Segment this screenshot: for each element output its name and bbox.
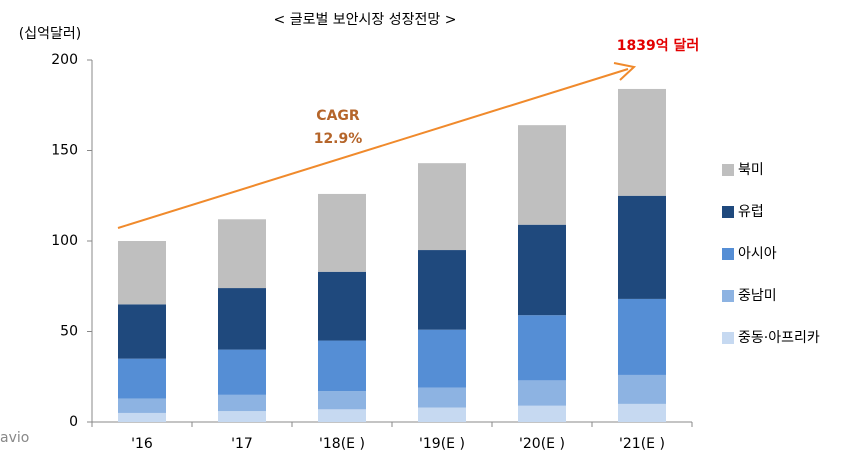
- legend-swatch: [722, 290, 734, 302]
- bar-segment: [518, 125, 566, 225]
- bar-segment: [218, 288, 266, 350]
- bar-segment: [518, 380, 566, 406]
- x-tick-label: '19(E ): [419, 436, 465, 452]
- bar-segment: [618, 195, 666, 299]
- x-tick-label: '20(E ): [519, 436, 565, 452]
- bar-segment: [618, 374, 666, 404]
- bar-segment: [118, 358, 166, 399]
- bar-segment: [218, 349, 266, 395]
- bar-segment: [118, 398, 166, 413]
- bar-segment: [618, 298, 666, 375]
- bar-segment: [318, 409, 366, 422]
- chart-title: < 글로벌 보안시장 성장전망 >: [274, 12, 457, 28]
- bar-segment: [418, 250, 466, 330]
- x-tick-label: '21(E ): [619, 436, 665, 452]
- y-tick-label: 200: [51, 52, 78, 68]
- y-tick-label: 150: [51, 143, 78, 159]
- legend-swatch: [722, 164, 734, 176]
- y-tick-label: 0: [69, 414, 78, 430]
- x-tick-label: '17: [231, 436, 253, 452]
- bar-segment: [218, 411, 266, 422]
- total-annotation: 1839억 달러: [617, 38, 699, 54]
- bar-segment: [218, 219, 266, 289]
- y-tick-label: 100: [51, 233, 78, 249]
- bar-segment: [418, 407, 466, 422]
- bar-segment: [118, 241, 166, 305]
- bar-segment: [318, 193, 366, 272]
- bar-segment: [518, 405, 566, 422]
- bar-segment: [618, 88, 666, 196]
- cagr-arrow: [117, 68, 629, 229]
- legend-label: 유럽: [738, 204, 764, 220]
- bar-segment: [518, 224, 566, 316]
- bar-segment: [418, 163, 466, 251]
- legend-label: 중남미: [738, 288, 777, 304]
- watermark: avio: [0, 430, 29, 446]
- legend-label: 북미: [738, 162, 764, 178]
- bar-segment: [518, 315, 566, 381]
- legend-swatch: [722, 248, 734, 260]
- bar-segment: [118, 304, 166, 359]
- x-tick-label: '18(E ): [319, 436, 365, 452]
- cagr-label: CAGR: [316, 108, 360, 124]
- bar-segment: [418, 387, 466, 408]
- legend-swatch: [722, 332, 734, 344]
- y-axis-label: (십억달러): [19, 26, 81, 42]
- bar-segment: [618, 403, 666, 422]
- bar-segment: [418, 329, 466, 388]
- legend-label: 아시아: [738, 246, 777, 262]
- legend-label: 중동·아프리카: [738, 330, 820, 346]
- bar-segment: [318, 271, 366, 341]
- bar-segment: [318, 340, 366, 392]
- bar-segment: [218, 394, 266, 412]
- arrow-head: [613, 62, 637, 81]
- bar-segment: [318, 391, 366, 410]
- legend-swatch: [722, 206, 734, 218]
- cagr-value: 12.9%: [314, 131, 363, 147]
- bar-segment: [118, 412, 166, 422]
- x-tick-label: '16: [131, 436, 153, 452]
- y-tick-label: 50: [60, 324, 78, 340]
